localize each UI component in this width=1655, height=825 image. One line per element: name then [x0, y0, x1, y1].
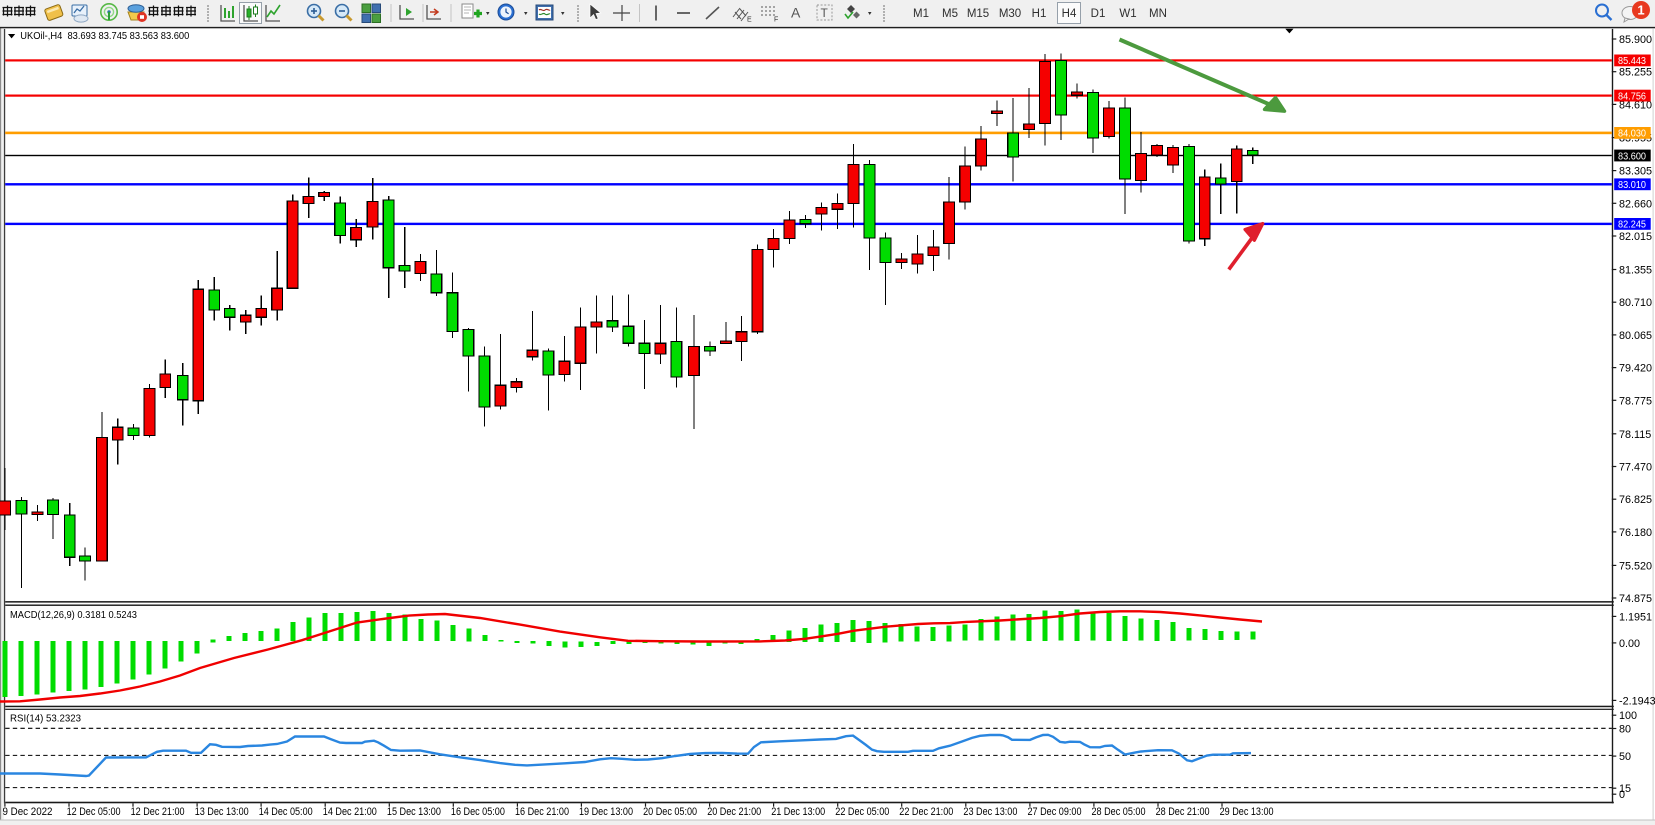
svg-text:22 Dec 05:00: 22 Dec 05:00: [835, 806, 889, 818]
svg-text:20 Dec 21:00: 20 Dec 21:00: [707, 806, 761, 818]
svg-text:84.610: 84.610: [1619, 99, 1652, 111]
svg-text:M5: M5: [942, 8, 958, 20]
svg-text:RSI(14) 53.2323: RSI(14) 53.2323: [10, 714, 81, 725]
svg-text:85.900: 85.900: [1619, 34, 1652, 46]
svg-text:78.775: 78.775: [1619, 395, 1652, 407]
svg-text:82.245: 82.245: [1618, 220, 1646, 231]
svg-text:27 Dec 09:00: 27 Dec 09:00: [1028, 806, 1082, 818]
svg-text:16 Dec 21:00: 16 Dec 21:00: [515, 806, 569, 818]
svg-text:85.443: 85.443: [1618, 56, 1646, 67]
svg-text:76.180: 76.180: [1619, 527, 1652, 539]
svg-text:12 Dec 21:00: 12 Dec 21:00: [131, 806, 185, 818]
svg-text:80.710: 80.710: [1619, 297, 1652, 309]
svg-text:100: 100: [1619, 710, 1637, 722]
svg-text:16 Dec 05:00: 16 Dec 05:00: [451, 806, 505, 818]
svg-text:19 Dec 13:00: 19 Dec 13:00: [579, 806, 633, 818]
svg-text:15: 15: [1619, 783, 1631, 795]
svg-text:13 Dec 13:00: 13 Dec 13:00: [195, 806, 249, 818]
svg-text:1: 1: [1637, 3, 1644, 18]
svg-text:28 Dec 05:00: 28 Dec 05:00: [1092, 806, 1146, 818]
svg-text:MN: MN: [1149, 8, 1167, 20]
svg-text:E: E: [747, 17, 752, 24]
svg-text:0: 0: [1619, 789, 1625, 801]
svg-text:14 Dec 05:00: 14 Dec 05:00: [259, 806, 313, 818]
svg-text:84.030: 84.030: [1618, 129, 1646, 140]
svg-text:82.015: 82.015: [1619, 231, 1652, 243]
svg-text:82.660: 82.660: [1619, 198, 1652, 210]
svg-text:MACD(12,26,9) 0.3181 0.5243: MACD(12,26,9) 0.3181 0.5243: [10, 610, 137, 621]
svg-text:H1: H1: [1032, 8, 1047, 20]
svg-text:M30: M30: [999, 8, 1021, 20]
svg-text:83.600: 83.600: [1618, 151, 1646, 162]
svg-text:D1: D1: [1091, 8, 1106, 20]
svg-text:78.115: 78.115: [1619, 429, 1651, 441]
svg-text:H4: H4: [1062, 8, 1077, 20]
svg-text:UKOil-,H4 83.693 83.745 83.56: UKOil-,H4 83.693 83.745 83.563 83.600: [20, 31, 189, 42]
svg-text:77.470: 77.470: [1619, 462, 1652, 474]
svg-text:1.1951: 1.1951: [1619, 611, 1652, 623]
svg-text:F: F: [774, 17, 778, 24]
svg-text:81.355: 81.355: [1619, 265, 1652, 277]
svg-text:M15: M15: [967, 8, 989, 20]
svg-text:23 Dec 13:00: 23 Dec 13:00: [963, 806, 1017, 818]
svg-text:0.00: 0.00: [1619, 638, 1640, 650]
svg-text:9 Dec 2022: 9 Dec 2022: [3, 806, 53, 818]
svg-text:12 Dec 05:00: 12 Dec 05:00: [67, 806, 121, 818]
svg-text:M1: M1: [913, 8, 929, 20]
svg-text:A: A: [791, 5, 801, 21]
svg-text:W1: W1: [1119, 8, 1136, 20]
svg-text:83.305: 83.305: [1619, 166, 1652, 178]
svg-text:76.825: 76.825: [1619, 494, 1652, 506]
svg-text:29 Dec 13:00: 29 Dec 13:00: [1220, 806, 1274, 818]
svg-text:80: 80: [1619, 724, 1631, 736]
svg-text:75.520: 75.520: [1619, 560, 1652, 572]
svg-text:T: T: [821, 6, 829, 20]
svg-text:28 Dec 21:00: 28 Dec 21:00: [1156, 806, 1210, 818]
svg-text:50: 50: [1619, 751, 1631, 763]
svg-text:15 Dec 13:00: 15 Dec 13:00: [387, 806, 441, 818]
svg-text:22 Dec 21:00: 22 Dec 21:00: [899, 806, 953, 818]
svg-text:79.420: 79.420: [1619, 363, 1652, 375]
svg-text:80.065: 80.065: [1619, 330, 1652, 342]
svg-text:21 Dec 13:00: 21 Dec 13:00: [771, 806, 825, 818]
svg-text:84.756: 84.756: [1618, 91, 1646, 102]
svg-text:14 Dec 21:00: 14 Dec 21:00: [323, 806, 377, 818]
svg-text:20 Dec 05:00: 20 Dec 05:00: [643, 806, 697, 818]
svg-text:74.875: 74.875: [1619, 593, 1652, 605]
svg-text:85.255: 85.255: [1619, 67, 1652, 79]
svg-text:-2.1943: -2.1943: [1619, 695, 1655, 707]
svg-text:83.010: 83.010: [1618, 180, 1646, 191]
